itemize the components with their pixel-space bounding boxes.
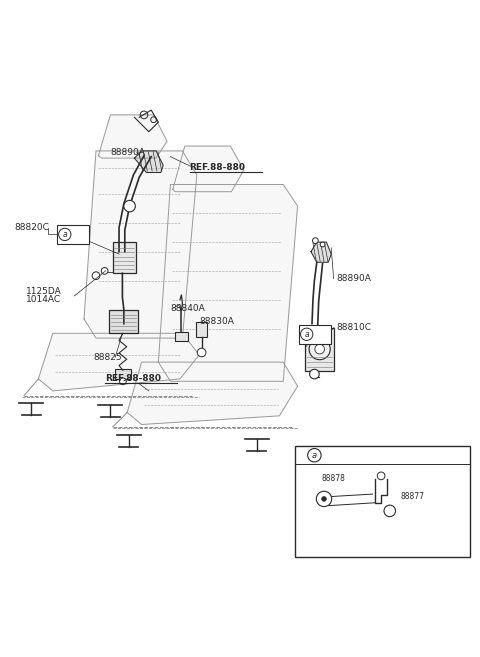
Text: a: a xyxy=(62,230,67,239)
Bar xyxy=(295,446,470,556)
Circle shape xyxy=(309,338,330,359)
FancyBboxPatch shape xyxy=(305,328,334,371)
Circle shape xyxy=(315,344,324,354)
Circle shape xyxy=(316,491,332,507)
Polygon shape xyxy=(127,362,298,424)
Circle shape xyxy=(124,200,135,212)
Circle shape xyxy=(59,228,71,240)
Polygon shape xyxy=(173,146,244,192)
Circle shape xyxy=(310,369,319,379)
Circle shape xyxy=(377,472,385,480)
Circle shape xyxy=(101,267,108,274)
Text: REF.88-880: REF.88-880 xyxy=(190,163,246,172)
Circle shape xyxy=(120,378,126,384)
Polygon shape xyxy=(38,333,199,391)
Circle shape xyxy=(300,328,313,340)
Circle shape xyxy=(308,449,321,462)
Polygon shape xyxy=(134,151,163,173)
Text: a: a xyxy=(304,330,309,339)
Bar xyxy=(57,225,89,244)
Text: 88890A: 88890A xyxy=(336,274,371,283)
Text: 88877: 88877 xyxy=(401,492,425,501)
Polygon shape xyxy=(98,115,167,158)
FancyBboxPatch shape xyxy=(113,242,136,273)
Bar xyxy=(299,325,331,344)
Polygon shape xyxy=(84,151,197,338)
Circle shape xyxy=(320,242,325,247)
Text: 88825: 88825 xyxy=(94,353,122,362)
Text: 88890A: 88890A xyxy=(110,148,145,157)
Circle shape xyxy=(197,348,206,357)
FancyBboxPatch shape xyxy=(115,369,131,379)
FancyBboxPatch shape xyxy=(175,332,188,342)
FancyBboxPatch shape xyxy=(109,310,138,333)
Circle shape xyxy=(384,505,396,516)
Circle shape xyxy=(312,238,318,244)
Circle shape xyxy=(92,272,100,279)
Text: a: a xyxy=(312,451,317,460)
Text: 88830A: 88830A xyxy=(199,317,234,326)
Text: 88820C: 88820C xyxy=(14,223,49,232)
FancyBboxPatch shape xyxy=(196,323,207,336)
Text: 88840A: 88840A xyxy=(170,304,205,313)
Text: 88810C: 88810C xyxy=(336,323,371,332)
Circle shape xyxy=(322,497,326,501)
Polygon shape xyxy=(158,185,298,381)
Polygon shape xyxy=(311,242,331,262)
Text: 88878: 88878 xyxy=(322,474,346,484)
Text: REF.88-880: REF.88-880 xyxy=(105,374,161,384)
Text: 1014AC: 1014AC xyxy=(26,295,61,304)
Text: 1125DA: 1125DA xyxy=(26,286,62,296)
